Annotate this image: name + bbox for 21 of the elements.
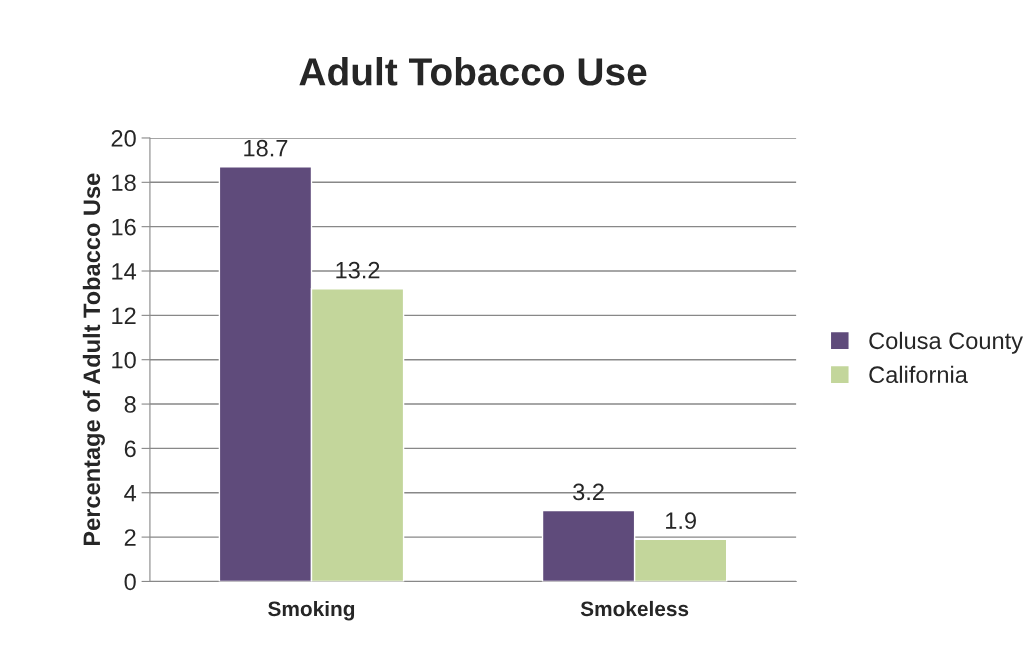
y-tick-label: 6 xyxy=(124,440,136,458)
x-tick-label: Smoking xyxy=(268,600,355,621)
y-tick-label: 0 xyxy=(124,573,136,591)
y-tick-label: 14 xyxy=(112,263,137,280)
legend-label: California xyxy=(869,365,968,384)
y-tick-label: 18 xyxy=(112,174,136,192)
chart-title: Adult Tobacco Use xyxy=(299,57,647,86)
y-tick-label: 20 xyxy=(111,130,136,147)
y-tick-label: 10 xyxy=(112,351,136,369)
y-tick-label: 2 xyxy=(124,529,136,546)
legend-label: Colusa County xyxy=(869,331,1023,354)
y-tick-label: 8 xyxy=(124,396,136,413)
data-label: 3.2 xyxy=(573,483,604,501)
x-tick-label: Smokeless xyxy=(580,600,689,617)
y-tick-label: 12 xyxy=(112,307,136,324)
y-axis-title: Percentage of Adult Tobacco Use xyxy=(82,173,105,546)
data-label: 1.9 xyxy=(666,512,696,530)
y-tick-label: 4 xyxy=(124,485,137,502)
data-label: 13.2 xyxy=(336,261,380,279)
data-label: 18.7 xyxy=(244,139,288,157)
y-tick-label: 16 xyxy=(112,218,136,236)
